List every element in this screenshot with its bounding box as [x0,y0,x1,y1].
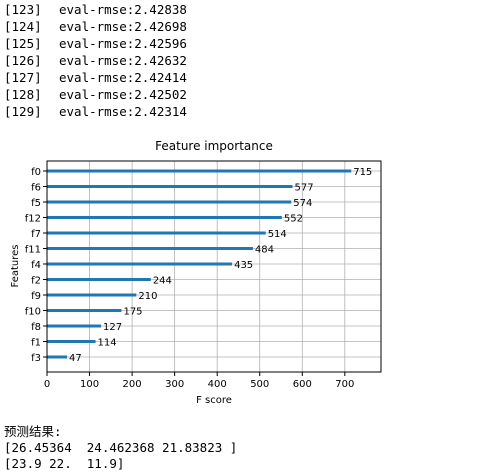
bar [47,262,233,266]
log-index: [128] [4,87,42,102]
bar [47,169,352,173]
log-index: [123] [4,2,42,17]
log-line: [124] eval-rmse:2.42698 [4,18,187,35]
result-ground-truth: [23.9 22. 11.9] [4,456,125,471]
log-index: [124] [4,19,42,34]
x-tick-label: 500 [250,379,269,390]
bar [47,278,151,281]
x-tick-label: 0 [44,379,50,390]
x-tick-label: 300 [165,379,184,390]
log-text: eval-rmse:2.42698 [59,19,187,34]
bar [47,247,253,250]
log-line: [125] eval-rmse:2.42596 [4,35,187,52]
prediction-result: 预测结果: [26.45364 24.462368 21.83823 ] [23… [4,424,237,472]
log-line: [128] eval-rmse:2.42502 [4,86,187,103]
bar [47,200,292,204]
result-label: 预测结果: [4,424,62,439]
bar [47,185,293,188]
y-tick-label: f8 [31,322,41,333]
bar-value-label: 175 [123,307,142,318]
x-tick-label: 200 [123,379,142,390]
y-tick-label: f5 [31,198,41,209]
log-text: eval-rmse:2.42596 [59,36,187,51]
bar-value-label: 435 [234,260,253,271]
log-line: [129] eval-rmse:2.42314 [4,103,187,120]
log-index: [127] [4,70,42,85]
y-tick-label: f6 [31,183,41,194]
y-tick-label: f1 [31,338,41,349]
ticks-layer: f0 f6 f5 f12 f7 f11 f4 f2 f9 f10 f8 f1 f3 0 100 200 300 4… [25,167,355,390]
log-index: [126] [4,53,42,68]
y-tick-label: f2 [31,276,41,287]
bar-value-label: 47 [69,353,82,364]
x-tick-label: 700 [335,379,354,390]
y-tick-label: f4 [31,260,41,271]
bar [47,231,266,235]
bar [47,355,67,359]
bar-value-label: 484 [255,245,274,256]
plot-frame [46,160,382,373]
x-tick-label: 600 [293,379,312,390]
result-predictions: [26.45364 24.462368 21.83823 ] [4,440,238,455]
bar-value-label: 127 [103,322,122,333]
y-tick-label: f7 [31,229,41,240]
bar-value-label: 514 [268,229,287,240]
chart-title: Feature importance [155,139,273,153]
log-line: [127] eval-rmse:2.42414 [4,69,187,86]
y-tick-label: f10 [25,307,41,318]
log-text: eval-rmse:2.42838 [59,2,187,17]
x-tick-label: 100 [80,379,99,390]
y-tick-label: f12 [25,214,41,225]
bar-value-label: 552 [284,214,303,225]
bar-value-label: 244 [153,276,172,287]
bar-value-label: 574 [293,198,312,209]
bar-value-label: 715 [353,167,372,178]
bar [47,309,122,312]
feature-importance-chart: Feature importance F score Features 715 5… [10,139,382,406]
log-index: [125] [4,36,42,51]
log-text: eval-rmse:2.42314 [59,104,187,119]
bar-value-label: 210 [138,291,157,302]
log-index: [129] [4,104,42,119]
bar [47,293,137,297]
y-tick-label: f0 [31,167,41,178]
bar-value-label: 114 [98,338,117,349]
log-text: eval-rmse:2.42502 [59,87,187,102]
y-tick-label: f3 [31,353,41,364]
log-text: eval-rmse:2.42632 [59,53,187,68]
log-line: [123] eval-rmse:2.42838 [4,1,187,18]
y-tick-label: f11 [25,245,41,256]
x-tick-label: 400 [208,379,227,390]
bar-value-label: 577 [295,183,314,194]
bar [47,324,102,328]
y-axis-label: Features [10,245,21,288]
log-text: eval-rmse:2.42414 [59,70,187,85]
log-line: [126] eval-rmse:2.42632 [4,52,187,69]
bar [47,340,96,343]
y-tick-label: f9 [31,291,41,302]
bar [47,216,282,219]
x-axis-label: F score [196,395,232,406]
training-log: [123] eval-rmse:2.42838 [124] eval-rmse:2.… [4,1,187,120]
